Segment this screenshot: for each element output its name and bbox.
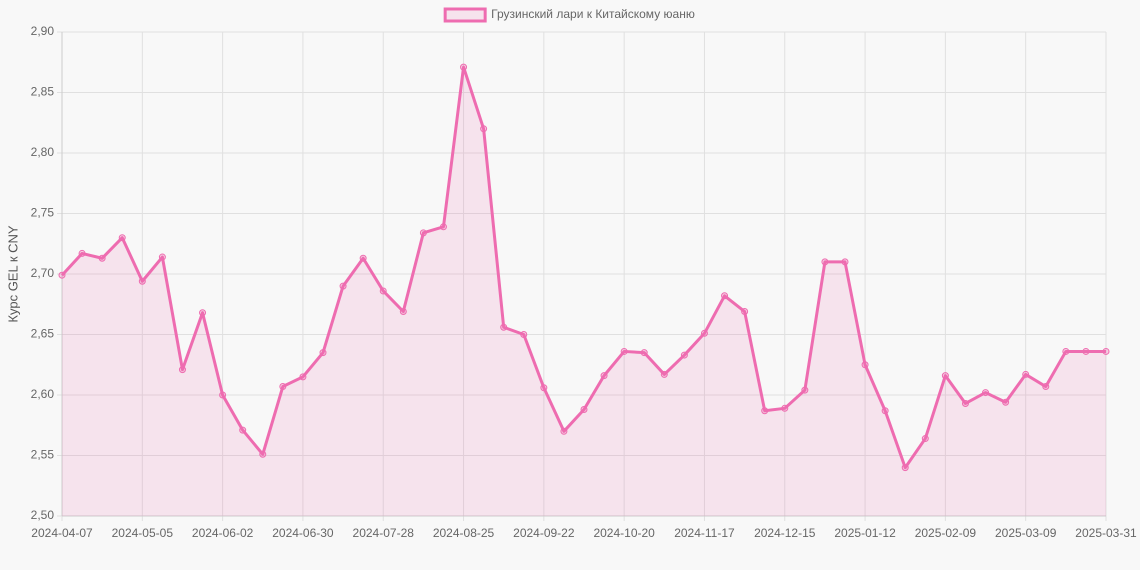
point <box>721 292 729 300</box>
point <box>640 349 648 357</box>
point <box>580 406 588 414</box>
x-tick-label: 2024-05-05 <box>112 526 174 540</box>
x-tick-label: 2025-03-09 <box>995 526 1057 540</box>
y-tick-label: 2,65 <box>31 327 55 341</box>
x-tick-label: 2024-06-02 <box>192 526 254 540</box>
y-axis-title: Курс GEL к CNY <box>5 225 20 322</box>
point <box>1002 398 1010 406</box>
y-tick-label: 2,85 <box>31 85 55 99</box>
point <box>540 384 548 392</box>
point <box>881 407 889 415</box>
point <box>861 361 869 369</box>
x-tick-label: 2024-04-07 <box>31 526 93 540</box>
point <box>259 450 267 458</box>
x-tick-label: 2024-12-15 <box>754 526 816 540</box>
point <box>439 223 447 231</box>
point <box>921 435 929 443</box>
point <box>319 349 327 357</box>
point <box>460 63 468 71</box>
point <box>700 329 708 337</box>
point <box>620 347 628 355</box>
point <box>1062 347 1070 355</box>
y-tick-label: 2,55 <box>31 448 55 462</box>
y-tick-label: 2,60 <box>31 387 55 401</box>
point <box>821 258 829 266</box>
y-tick-label: 2,80 <box>31 145 55 159</box>
point <box>299 373 307 381</box>
point <box>399 308 407 316</box>
x-tick-label: 2025-03-31 <box>1075 526 1137 540</box>
point <box>982 389 990 397</box>
point <box>1082 347 1090 355</box>
point <box>560 427 568 435</box>
legend-label: Грузинский лари к Китайскому юаню <box>491 7 695 21</box>
point <box>680 351 688 359</box>
line <box>60 65 1106 470</box>
point <box>178 366 186 374</box>
point <box>901 464 909 472</box>
x-tick-label: 2024-08-25 <box>433 526 495 540</box>
point <box>158 253 166 261</box>
point <box>58 271 66 279</box>
legend-swatch <box>443 7 487 23</box>
point <box>1042 383 1050 391</box>
point <box>660 370 668 378</box>
y-tick-label: 2,75 <box>31 206 55 220</box>
point <box>1102 347 1110 355</box>
x-tick-label: 2025-01-12 <box>834 526 896 540</box>
point <box>1022 370 1030 378</box>
point <box>199 309 207 317</box>
x-tick-label: 2024-06-30 <box>272 526 334 540</box>
y-tick-label: 2,70 <box>31 266 55 280</box>
point <box>781 404 789 412</box>
x-tick-label: 2024-10-20 <box>593 526 655 540</box>
y-tick-label: 2,50 <box>31 508 55 522</box>
area <box>62 67 1106 516</box>
x-tick-label: 2024-07-28 <box>353 526 415 540</box>
point <box>279 383 287 391</box>
point <box>339 282 347 290</box>
point <box>419 229 427 237</box>
point <box>98 254 106 262</box>
point <box>600 372 608 380</box>
point <box>480 125 488 133</box>
point <box>961 399 969 407</box>
point <box>500 323 508 331</box>
y-tick-label: 2,90 <box>31 24 55 38</box>
point <box>941 372 949 380</box>
point <box>138 277 146 285</box>
point <box>520 331 528 338</box>
point <box>359 254 367 262</box>
point <box>78 249 86 257</box>
point <box>118 234 126 242</box>
point <box>219 391 227 399</box>
point <box>239 426 247 434</box>
point <box>761 407 769 415</box>
point <box>379 287 387 295</box>
point <box>801 386 809 394</box>
point <box>841 258 849 266</box>
x-tick-label: 2024-11-17 <box>674 526 735 540</box>
point <box>741 308 749 316</box>
x-tick-label: 2024-09-22 <box>513 526 575 540</box>
x-tick-label: 2025-02-09 <box>915 526 977 540</box>
